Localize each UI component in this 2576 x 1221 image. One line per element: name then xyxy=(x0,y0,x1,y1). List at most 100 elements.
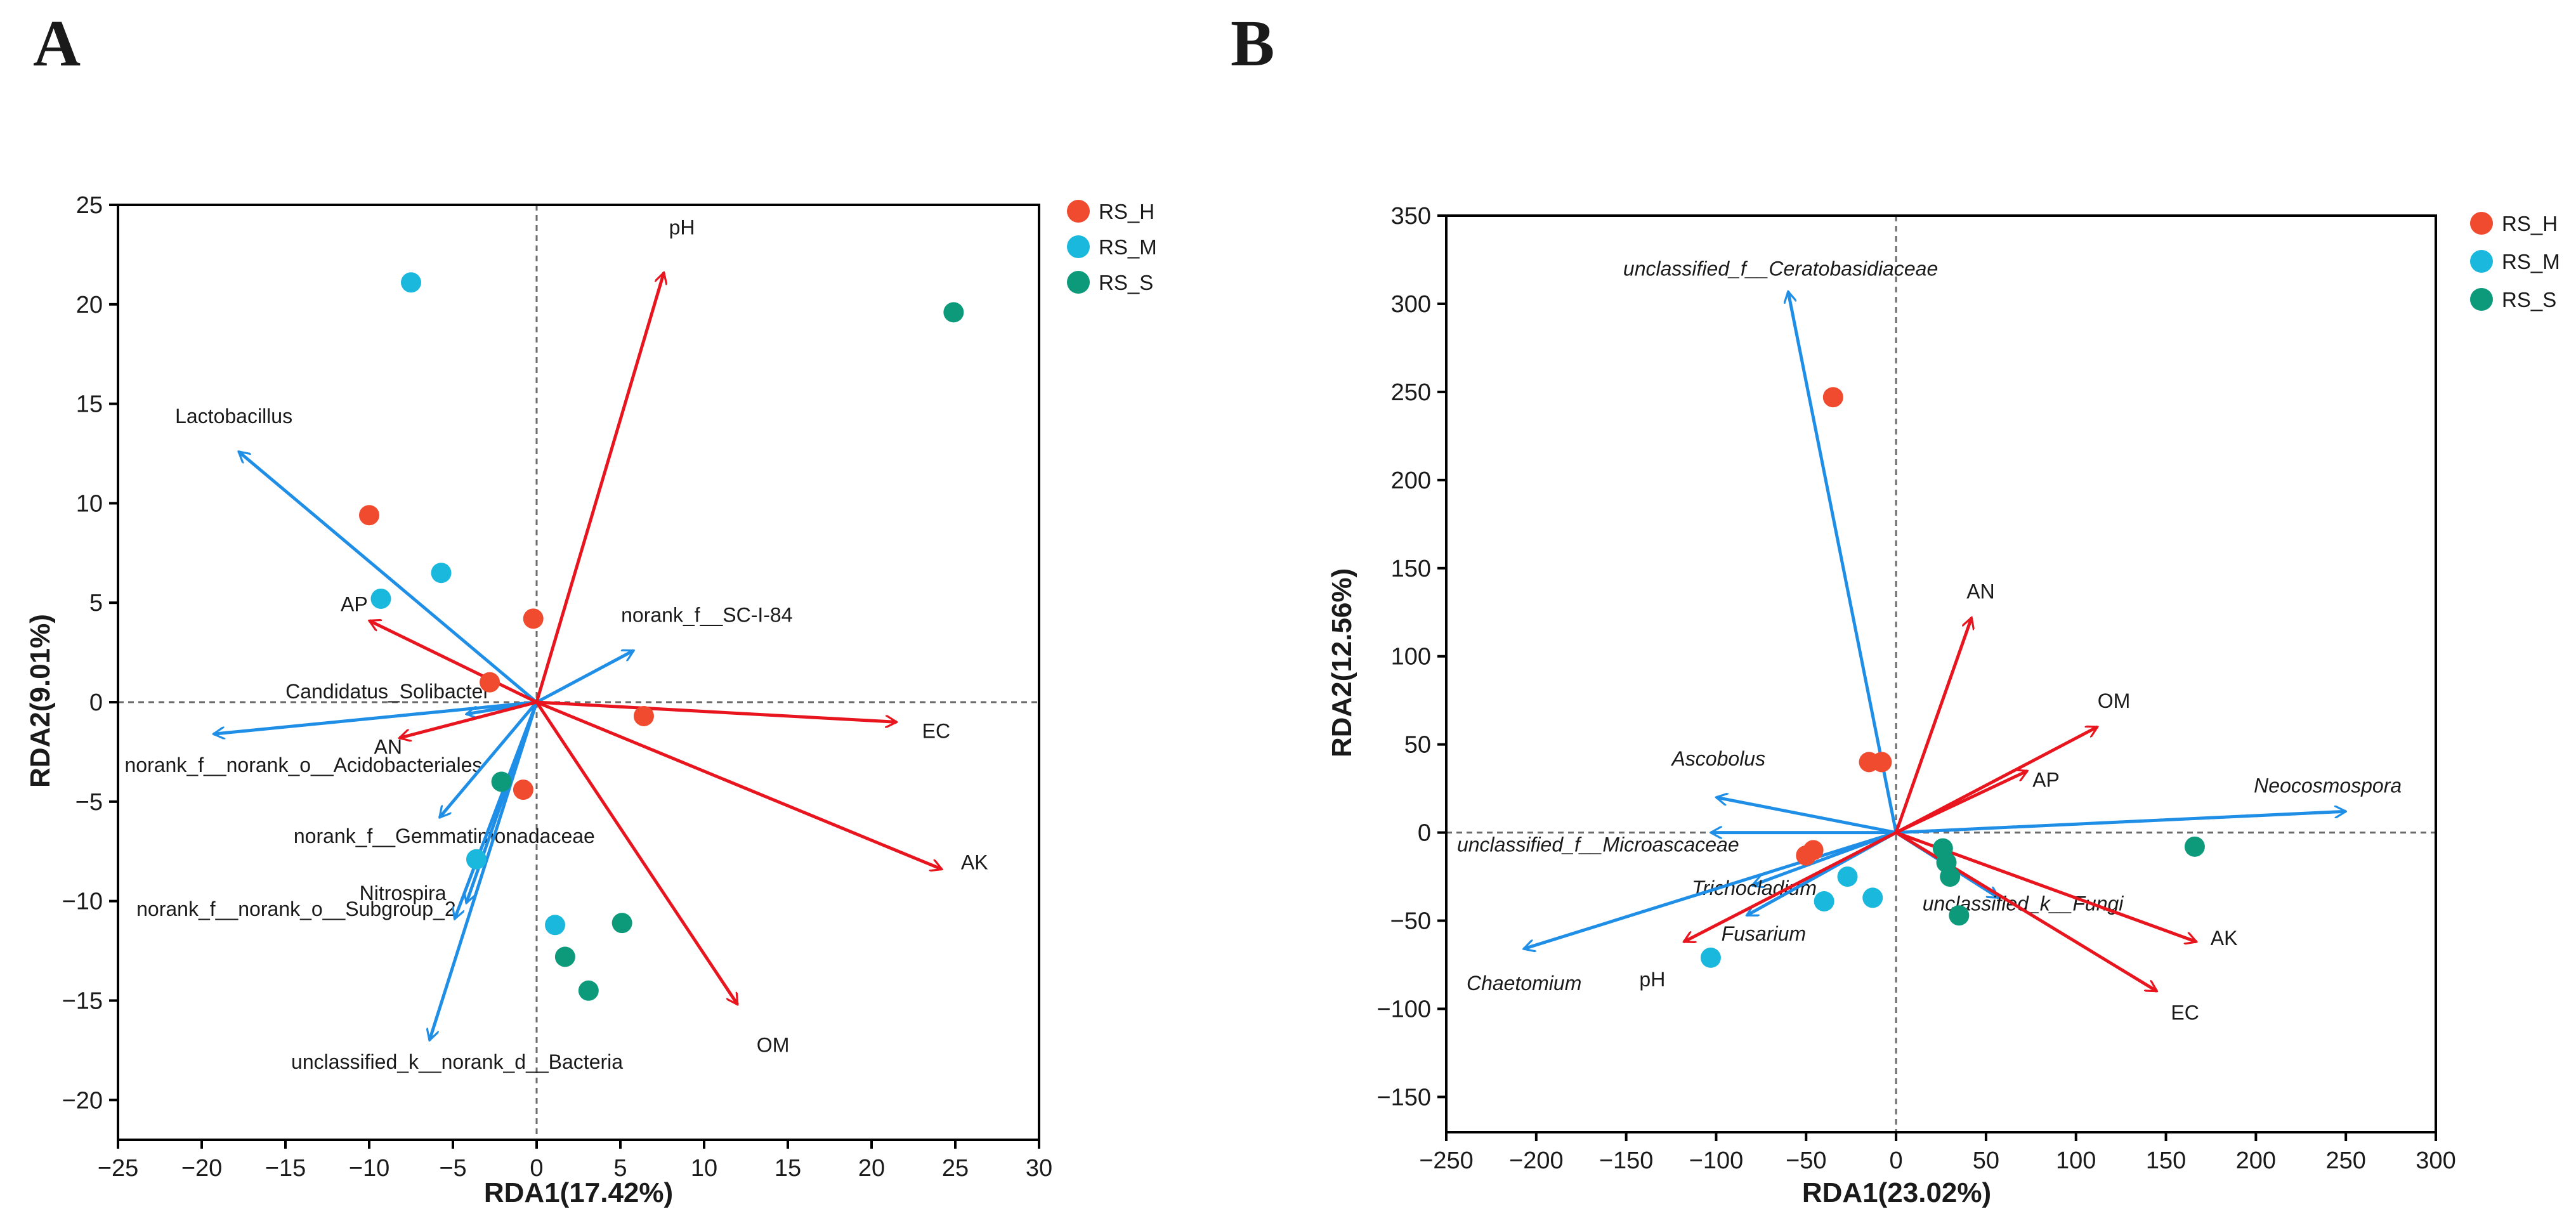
env-arrow-label-an: AN xyxy=(374,735,402,758)
sample-point-rs-h-4 xyxy=(1803,840,1824,861)
species-arrow-neocosmospora: Neocosmospora xyxy=(1895,774,2402,835)
species-arrow-unclassified-k-norank-d-bacteria: unclassified_k__norank_d__Bacteria xyxy=(291,702,623,1073)
x-tick-label-b: −150 xyxy=(1599,1147,1654,1174)
species-arrow-line-norank-f-norank-o-acidobacteriales xyxy=(213,700,537,734)
legend-item-rs-s: RS_S xyxy=(2470,288,2556,311)
sample-point-rs-h-2 xyxy=(480,672,500,693)
axes-b: −250 −200 −150 −100 −50 0 50 100 150 200 250 300 −15… xyxy=(1376,203,2455,1174)
species-arrows-b: unclassified_f__Ceratobasidiaceae Neocosm… xyxy=(1457,257,2402,995)
species-arrow-norank-f-norank-o-subgroup-2: norank_f__norank_o__Subgroup_2 xyxy=(136,702,539,920)
x-tick-label-a: −10 xyxy=(349,1155,389,1182)
x-tick-label-a: 20 xyxy=(858,1155,885,1182)
env-arrow-label-ec: EC xyxy=(2171,1002,2199,1024)
species-arrow-unclassified-f-microascaceae: unclassified_f__Microascaceae xyxy=(1457,833,1897,856)
species-arrow-label-unclassified-f-ceratobasidiaceae: unclassified_f__Ceratobasidiaceae xyxy=(1623,257,1938,280)
env-arrow-line-an xyxy=(400,700,537,738)
x-tick-label-b: 50 xyxy=(1973,1147,1999,1174)
x-tick-label-b: 300 xyxy=(2416,1147,2455,1174)
species-arrow-norank-f-gemmatimonadaceae: norank_f__Gemmatimonadaceae xyxy=(294,701,595,847)
sample-points-b xyxy=(1700,387,2205,968)
species-arrow-line-lactobacillus xyxy=(239,452,538,703)
sample-point-rs-s-13 xyxy=(554,946,575,967)
sample-point-rs-m-6 xyxy=(1814,891,1834,911)
species-arrow-label-candidatus-solibacter: Candidatus_Solibacter xyxy=(285,680,490,703)
x-tick-label-a: 25 xyxy=(942,1155,969,1182)
y-tick-label-b: −150 xyxy=(1376,1084,1431,1111)
y-tick-label-a: 25 xyxy=(76,192,103,219)
env-arrow-ph: pH xyxy=(535,216,695,703)
species-arrow-line-nitrospira xyxy=(455,702,539,919)
x-tick-label-a: −25 xyxy=(98,1155,138,1182)
env-arrow-line-ph xyxy=(1684,831,1897,942)
sample-point-rs-s-11 xyxy=(1940,866,1961,887)
sample-point-rs-m-7 xyxy=(1837,866,1858,887)
sample-point-rs-s-14 xyxy=(578,980,599,1001)
legend-item-rs-s: RS_S xyxy=(1067,271,1153,294)
species-arrow-ascobolus: Ascobolus xyxy=(1670,747,1897,835)
y-tick-label-a: 15 xyxy=(76,391,103,418)
species-arrow-label-ascobolus: Ascobolus xyxy=(1670,747,1765,770)
sample-point-rs-s-13 xyxy=(2184,836,2205,857)
env-arrow-line-ak xyxy=(536,700,942,869)
sample-point-rs-s-12 xyxy=(1949,905,1970,926)
legend-item-rs-m: RS_M xyxy=(1067,235,1157,259)
x-tick-label-a: −15 xyxy=(265,1155,306,1182)
sample-point-rs-m-8 xyxy=(466,849,487,870)
rda-panel-b: B unclassified_f__Ceratobasidiaceae Neoco… xyxy=(1231,7,2560,1208)
sample-point-rs-m-7 xyxy=(431,563,452,584)
x-tick-label-b: −100 xyxy=(1689,1147,1744,1174)
env-arrow-om: OM xyxy=(535,701,789,1057)
legend-item-rs-m: RS_M xyxy=(2470,250,2560,273)
species-arrow-norank-f-sc-i-84: norank_f__SC-I-84 xyxy=(535,604,792,704)
env-arrow-ak: AK xyxy=(536,700,988,873)
legend-label-rs-h: RS_H xyxy=(2502,212,2558,235)
plot-frame-b xyxy=(1445,214,2437,1133)
env-arrow-ec: EC xyxy=(536,700,950,742)
y-tick-label-b: 350 xyxy=(1391,203,1431,230)
species-arrow-nitrospira: Nitrospira xyxy=(360,702,539,919)
sample-point-rs-h-0 xyxy=(1822,387,1843,408)
species-arrow-label-unclassified-f-microascaceae: unclassified_f__Microascaceae xyxy=(1457,833,1739,856)
x-tick-label-a: −5 xyxy=(439,1155,466,1182)
species-arrow-label-lactobacillus: Lactobacillus xyxy=(175,405,292,428)
species-arrow-label-norank-f-norank-o-acidobacteriales: norank_f__norank_o__Acidobacteriales xyxy=(124,754,482,776)
x-tick-label-b: 100 xyxy=(2056,1147,2096,1174)
y-tick-label-b: 0 xyxy=(1418,820,1431,847)
env-arrow-label-ap: AP xyxy=(2032,768,2060,791)
y-tick-label-b: 300 xyxy=(1391,291,1431,318)
legend-marker-rs-m xyxy=(1067,235,1090,258)
legend-label-rs-h: RS_H xyxy=(1099,200,1154,223)
legend-marker-rs-s xyxy=(2470,288,2493,311)
y-tick-label-b: 250 xyxy=(1391,379,1431,406)
env-arrow-ap: AP xyxy=(341,592,538,704)
legend-b: RS_H RS_M RS_S xyxy=(2470,212,2560,311)
y-tick-label-a: −5 xyxy=(75,789,103,816)
species-arrow-norank-f-norank-o-acidobacteriales: norank_f__norank_o__Acidobacteriales xyxy=(124,700,537,776)
x-tick-label-a: 5 xyxy=(613,1155,627,1182)
y-tick-label-b: 50 xyxy=(1404,732,1431,759)
species-arrow-chaetomium: Chaetomium xyxy=(1467,831,1897,995)
sample-point-rs-m-6 xyxy=(370,588,391,609)
env-arrow-label-om: OM xyxy=(2098,689,2131,712)
x-tick-label-b: 200 xyxy=(2236,1147,2276,1174)
y-tick-label-b: −50 xyxy=(1390,908,1431,935)
species-arrow-label-norank-f-sc-i-84: norank_f__SC-I-84 xyxy=(621,604,792,627)
species-arrows-a: Lactobacillus norank_f__SC-I-84 Candidatus… xyxy=(124,405,792,1073)
sample-point-rs-m-8 xyxy=(1862,887,1883,908)
environment-arrows-a: pH AP AN EC AK OM xyxy=(341,216,988,1057)
sample-point-rs-h-2 xyxy=(1871,752,1892,773)
legend-item-rs-h: RS_H xyxy=(2470,212,2558,235)
species-arrow-line-norank-f-sc-i-84 xyxy=(535,649,634,704)
y-axis-title-a: RDA2(9.01%) xyxy=(25,614,56,788)
sample-point-rs-m-5 xyxy=(401,272,421,293)
sample-point-rs-h-4 xyxy=(513,780,533,800)
species-arrow-unclassified-f-ceratobasidiaceae: unclassified_f__Ceratobasidiaceae xyxy=(1623,257,1938,833)
y-tick-label-b: 150 xyxy=(1391,556,1431,582)
legend-label-rs-m: RS_M xyxy=(2502,250,2560,273)
species-arrow-line-chaetomium xyxy=(1524,831,1897,949)
panel-label-b: B xyxy=(1231,7,1274,80)
sample-point-rs-s-12 xyxy=(611,913,632,934)
y-tick-label-b: 200 xyxy=(1391,467,1431,494)
axes-a: −25 −20 −15 −10 −5 0 5 10 15 20 25 30 −20 −15 −10 −5 0 5 1… xyxy=(62,192,1053,1182)
sample-point-rs-m-9 xyxy=(545,915,566,936)
